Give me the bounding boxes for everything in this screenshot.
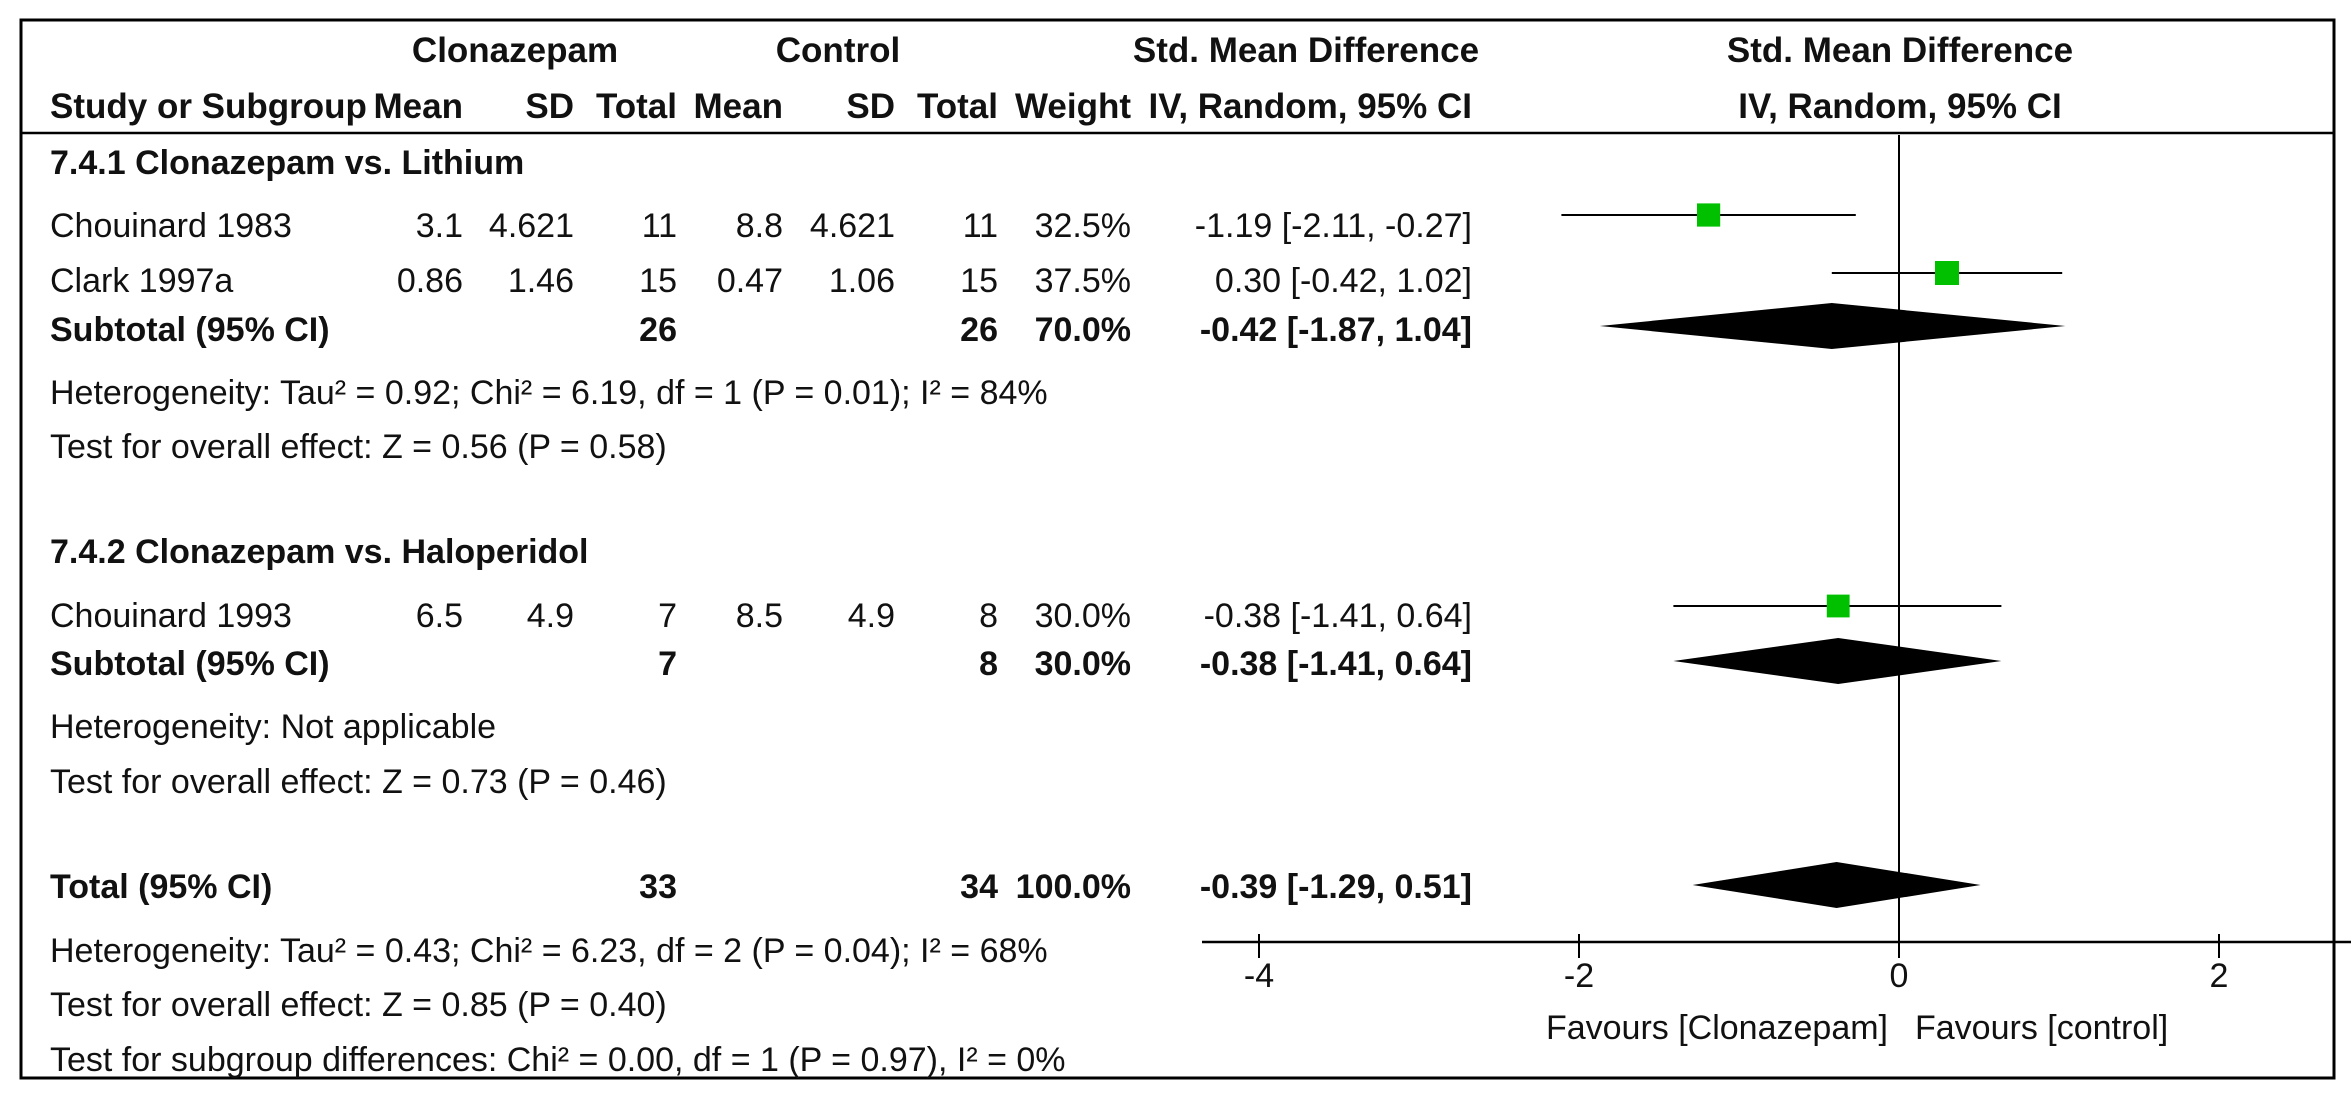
subtotal-exp-total: 7 (658, 645, 677, 683)
header-ctl-total: Total (917, 87, 998, 126)
ctl-sd: 1.06 (829, 262, 895, 300)
subtotal-diamond (1599, 303, 2066, 349)
subtotal-row: Subtotal (95% CI) 7 8 30.0% -0.38 [-1.41… (50, 645, 1472, 683)
study-name: Chouinard 1993 (50, 597, 292, 635)
header-plot: Std. Mean Difference (1727, 31, 2073, 70)
header-group-experimental: Clonazepam (412, 31, 618, 70)
exp-sd: 1.46 (508, 262, 574, 300)
exp-sd: 4.621 (489, 207, 574, 245)
ctl-sd: 4.9 (848, 597, 895, 635)
subtotal-diamond (1673, 638, 2002, 684)
heterogeneity-text: Heterogeneity: Not applicable (50, 708, 496, 746)
exp-mean: 3.1 (416, 207, 463, 245)
ctl-total: 15 (960, 262, 998, 300)
subtotal-effect-ci: -0.38 [-1.41, 0.64] (1200, 645, 1472, 683)
study-effect-marker (1826, 594, 1850, 618)
plot-area: -4-2024 (1202, 135, 2351, 995)
subtotal-weight: 70.0% (1035, 311, 1131, 349)
study-name: Clark 1997a (50, 262, 233, 300)
header-exp-total: Total (596, 87, 677, 126)
ctl-total: 8 (979, 597, 998, 635)
ctl-total: 11 (963, 207, 998, 245)
total-diamond (1692, 862, 1981, 908)
subtotal-label: Subtotal (95% CI) (50, 645, 330, 683)
subgroup-differences-text: Test for subgroup differences: Chi² = 0.… (50, 1041, 1066, 1079)
total-ctl-total: 34 (960, 868, 998, 906)
study-row: Chouinard 1993 6.5 4.9 7 8.5 4.9 8 30.0%… (50, 597, 1472, 635)
heterogeneity-text: Heterogeneity: Tau² = 0.92; Chi² = 6.19,… (50, 374, 1048, 412)
weight: 30.0% (1035, 597, 1131, 635)
total-heterogeneity-text: Heterogeneity: Tau² = 0.43; Chi² = 6.23,… (50, 932, 1048, 970)
x-axis-tick-label: 2 (2210, 957, 2229, 995)
weight: 37.5% (1035, 262, 1131, 300)
exp-sd: 4.9 (527, 597, 574, 635)
favours-right-label: Favours [control] (1915, 1009, 2168, 1047)
subtotal-exp-total: 26 (639, 311, 677, 349)
header-weight: Weight (1015, 87, 1131, 126)
subtotal-weight: 30.0% (1035, 645, 1131, 683)
figure-border (19, 18, 2336, 1080)
header-plot-method: IV, Random, 95% CI (1738, 87, 2062, 126)
total-effect-ci: -0.39 [-1.29, 0.51] (1200, 868, 1472, 906)
ctl-sd: 4.621 (810, 207, 895, 245)
total-exp-total: 33 (639, 868, 677, 906)
exp-mean: 0.86 (397, 262, 463, 300)
header-study: Study or Subgroup (50, 87, 367, 126)
effect-ci: -1.19 [-2.11, -0.27] (1195, 207, 1472, 245)
exp-total: 15 (639, 262, 677, 300)
ctl-mean: 8.5 (736, 597, 783, 635)
subtotal-ctl-total: 26 (960, 311, 998, 349)
study-name: Chouinard 1983 (50, 207, 292, 245)
header-ctl-sd: SD (846, 87, 895, 126)
header-exp-mean: Mean (374, 87, 463, 126)
x-axis-tick-label: -2 (1564, 957, 1594, 995)
header-ctl-mean: Mean (694, 87, 783, 126)
subtotal-row: Subtotal (95% CI) 26 26 70.0% -0.42 [-1.… (50, 311, 1472, 349)
weight: 32.5% (1035, 207, 1131, 245)
total-label: Total (95% CI) (50, 868, 272, 906)
subgroup-label: 7.4.2 Clonazepam vs. Haloperidol (50, 533, 589, 571)
x-axis-tick-label: 0 (1890, 957, 1909, 995)
effect-ci: 0.30 [-0.42, 1.02] (1215, 262, 1472, 300)
header-group-control: Control (776, 31, 900, 70)
subtotal-ctl-total: 8 (979, 645, 998, 683)
subtotal-effect-ci: -0.42 [-1.87, 1.04] (1200, 311, 1472, 349)
study-effect-marker (1935, 261, 1959, 285)
subtotal-label: Subtotal (95% CI) (50, 311, 330, 349)
study-effect-marker (1697, 203, 1721, 227)
overall-effect-text: Test for overall effect: Z = 0.56 (P = 0… (50, 428, 667, 466)
study-row: Chouinard 1983 3.1 4.621 11 8.8 4.621 11… (50, 207, 1472, 245)
x-axis-tick-label: -4 (1244, 957, 1274, 995)
header-effect: Std. Mean Difference (1133, 31, 1479, 70)
header-exp-sd: SD (525, 87, 574, 126)
effect-ci: -0.38 [-1.41, 0.64] (1204, 597, 1472, 635)
exp-mean: 6.5 (416, 597, 463, 635)
ctl-mean: 8.8 (736, 207, 783, 245)
subgroup-label: 7.4.1 Clonazepam vs. Lithium (50, 144, 524, 182)
total-weight: 100.0% (1016, 868, 1131, 906)
exp-total: 11 (642, 207, 677, 245)
total-overall-effect-text: Test for overall effect: Z = 0.85 (P = 0… (50, 986, 667, 1024)
header-method: IV, Random, 95% CI (1148, 87, 1472, 126)
study-row: Clark 1997a 0.86 1.46 15 0.47 1.06 15 37… (50, 262, 1472, 300)
ctl-mean: 0.47 (717, 262, 783, 300)
overall-effect-text: Test for overall effect: Z = 0.73 (P = 0… (50, 763, 667, 801)
exp-total: 7 (658, 597, 677, 635)
total-row: Total (95% CI) 33 34 100.0% -0.39 [-1.29… (50, 868, 1472, 906)
favours-left-label: Favours [Clonazepam] (1546, 1009, 1888, 1047)
